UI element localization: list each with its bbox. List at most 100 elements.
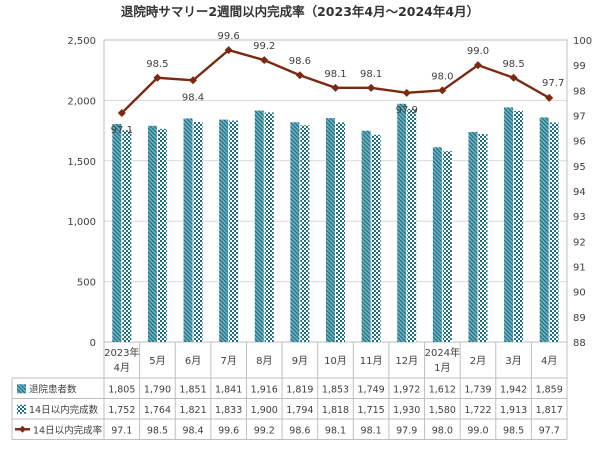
table-cell: 1,819 <box>286 384 313 395</box>
table-cell: 99.2 <box>254 425 275 436</box>
x-category-label: 2024年 <box>425 346 460 359</box>
rate-data-label: 98.5 <box>502 59 524 70</box>
table-cell: 1,722 <box>464 405 491 416</box>
x-category-label: 2月 <box>470 355 486 367</box>
x-category-label: 10月 <box>324 355 347 367</box>
bar-discharged <box>147 125 157 342</box>
rate-marker <box>260 56 269 65</box>
table-cell: 1,942 <box>500 384 527 395</box>
table-cell: 1,739 <box>464 384 491 395</box>
bar-completed <box>478 133 488 342</box>
table-cell: 98.5 <box>503 425 524 436</box>
bar-discharged <box>326 118 335 343</box>
bar-completed <box>442 151 452 342</box>
table-cell: 1,833 <box>215 405 242 416</box>
y-right-tick-label: 99 <box>573 61 586 72</box>
rate-line <box>120 48 550 114</box>
table-cell: 1,612 <box>429 384 456 395</box>
rate-marker <box>545 93 554 102</box>
rate-data-label: 98.1 <box>324 69 346 80</box>
bar-discharged <box>539 117 549 342</box>
x-category-label: 12月 <box>395 355 418 367</box>
x-category-label: 4月 <box>541 355 557 367</box>
x-category-label: 4月 <box>114 362 130 374</box>
chart-title: 退院時サマリー2週間以内完成率（2023年4月～2024年4月） <box>121 4 479 19</box>
y-left-tick-label: 1,000 <box>67 217 96 228</box>
bar-discharged <box>432 147 442 342</box>
rate-marker <box>473 61 482 70</box>
legend-label: 14日以内完成率 <box>33 424 103 436</box>
rate-marker <box>438 86 447 95</box>
table-cell: 99.0 <box>467 425 488 436</box>
bar-discharged <box>361 130 371 342</box>
table-cell: 98.1 <box>325 425 346 436</box>
rate-data-label: 97.1 <box>111 125 133 136</box>
table-cell: 1,913 <box>500 405 527 416</box>
bar-completed <box>193 122 203 343</box>
table-cell: 1,752 <box>108 405 135 416</box>
x-category-label: 2023年 <box>104 346 139 359</box>
rate-data-label: 99.6 <box>218 31 240 42</box>
table-cell: 1,841 <box>215 384 242 395</box>
bar-discharged <box>504 107 514 342</box>
table-cell: 1,972 <box>393 384 420 395</box>
y-right-tick-label: 88 <box>573 338 586 349</box>
table-cell: 98.4 <box>182 425 203 436</box>
table-cell: 98.1 <box>361 425 382 436</box>
rate-marker <box>224 46 233 55</box>
y-right-tick-label: 98 <box>573 86 586 97</box>
table-cell: 97.9 <box>396 425 417 436</box>
table-cell: 1,749 <box>358 384 385 395</box>
y-right-tick-label: 93 <box>573 212 586 223</box>
y-left-tick-label: 1,500 <box>67 157 96 168</box>
x-category-label: 8月 <box>256 355 272 367</box>
x-category-label: 6月 <box>185 355 201 367</box>
rate-marker <box>295 71 304 80</box>
rate-data-label: 98.6 <box>289 56 311 67</box>
bar-completed <box>336 122 345 343</box>
rate-marker <box>117 108 126 117</box>
y-right-tick-label: 91 <box>573 263 586 274</box>
table-cell: 1,900 <box>251 405 278 416</box>
y-left-tick-label: 0 <box>90 338 96 349</box>
bar-discharged <box>219 119 229 342</box>
rate-marker <box>367 83 376 92</box>
bar-completed <box>122 130 132 342</box>
table-cell: 1,916 <box>251 384 278 395</box>
legend-label: 14日以内完成数 <box>29 404 99 416</box>
bar-completed <box>371 134 381 342</box>
rate-marker <box>509 73 518 82</box>
legend-key-rate-marker <box>19 425 26 433</box>
rate-data-label: 99.0 <box>467 46 489 57</box>
table-cell: 98.6 <box>289 425 310 436</box>
y-left-tick-label: 500 <box>77 278 96 289</box>
bar-discharged <box>112 123 122 343</box>
x-category-label: 9月 <box>292 355 308 367</box>
legend-label: 退院患者数 <box>29 383 77 395</box>
rate-marker <box>189 76 198 85</box>
y-right-tick-label: 95 <box>573 162 586 173</box>
y-right-tick-label: 92 <box>573 237 586 248</box>
bar-completed <box>300 125 310 343</box>
bar-discharged <box>397 103 407 342</box>
rate-data-label: 98.5 <box>146 59 168 70</box>
rate-data-label: 98.0 <box>431 71 453 82</box>
table-cell: 1,764 <box>144 405 171 416</box>
y-left-tick-label: 2,500 <box>67 36 96 47</box>
table-cell: 1,715 <box>358 405 385 416</box>
rate-data-label: 97.9 <box>396 105 418 116</box>
plot-frame <box>103 39 568 343</box>
table-cell: 1,805 <box>108 384 135 395</box>
bar-completed <box>229 120 239 342</box>
bar-completed <box>549 122 559 342</box>
table-cell: 97.1 <box>111 425 132 436</box>
rate-marker <box>153 73 162 82</box>
y-left-tick-label: 2,000 <box>67 96 96 107</box>
legend-key-discharged <box>17 384 26 394</box>
y-right-tick-label: 97 <box>573 112 586 123</box>
table-cell: 98.5 <box>147 425 168 436</box>
y-right-tick-label: 90 <box>573 288 586 299</box>
bar-discharged <box>254 110 264 342</box>
table-cell: 1,790 <box>144 384 171 395</box>
